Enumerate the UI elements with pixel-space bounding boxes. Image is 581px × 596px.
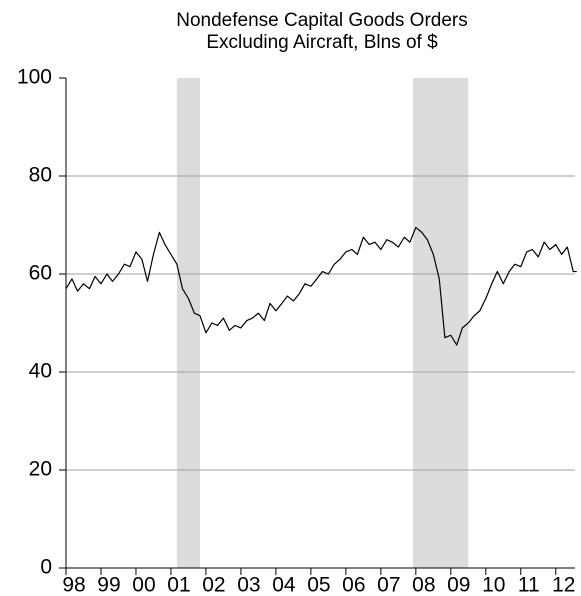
x-tick-label: 05 bbox=[307, 574, 330, 596]
y-tick-label: 20 bbox=[29, 458, 52, 481]
chart-title: Excluding Aircraft, Blns of $ bbox=[206, 32, 438, 53]
recession-shade bbox=[176, 78, 200, 568]
x-tick-label: 08 bbox=[412, 574, 435, 596]
y-tick-label: 60 bbox=[29, 262, 52, 285]
x-tick-label: 00 bbox=[132, 574, 155, 596]
y-tick-label: 40 bbox=[29, 360, 52, 383]
x-tick-label: 12 bbox=[552, 574, 575, 596]
x-tick-label: 11 bbox=[518, 574, 540, 596]
x-tick-label: 99 bbox=[97, 574, 120, 596]
x-tick-label: 07 bbox=[377, 574, 400, 596]
recession-shade bbox=[413, 78, 469, 568]
x-tick-label: 01 bbox=[167, 574, 190, 596]
x-tick-label: 06 bbox=[342, 574, 365, 596]
y-tick-label: 80 bbox=[29, 164, 52, 187]
x-tick-label: 03 bbox=[237, 574, 260, 596]
x-tick-label: 98 bbox=[62, 574, 85, 596]
x-tick-label: 02 bbox=[202, 574, 225, 596]
y-tick-label: 100 bbox=[17, 66, 52, 89]
chart-title: Nondefense Capital Goods Orders bbox=[176, 10, 468, 31]
x-tick-label: 10 bbox=[482, 574, 505, 596]
x-tick-label: 09 bbox=[447, 574, 470, 596]
series-line bbox=[65, 226, 577, 346]
x-tick-label: 04 bbox=[272, 574, 296, 596]
y-tick-label: 0 bbox=[40, 556, 52, 579]
